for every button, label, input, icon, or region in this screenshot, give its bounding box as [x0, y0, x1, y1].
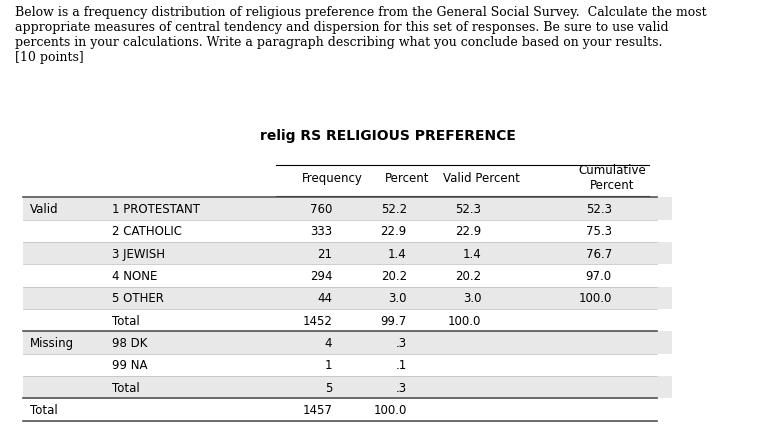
Text: 1 PROTESTANT: 1 PROTESTANT — [112, 203, 200, 215]
Text: 21: 21 — [317, 247, 333, 260]
Text: 1457: 1457 — [302, 403, 333, 416]
Text: 100.0: 100.0 — [578, 292, 612, 304]
Text: relig RS RELIGIOUS PREFERENCE: relig RS RELIGIOUS PREFERENCE — [260, 129, 516, 143]
Text: 22.9: 22.9 — [380, 225, 406, 238]
FancyBboxPatch shape — [23, 376, 671, 399]
Text: Total: Total — [30, 403, 58, 416]
Text: 52.3: 52.3 — [586, 203, 612, 215]
Text: .1: .1 — [396, 359, 406, 372]
Text: 98 DK: 98 DK — [112, 336, 148, 349]
Text: 333: 333 — [310, 225, 333, 238]
Text: 5: 5 — [325, 381, 333, 394]
Text: Valid Percent: Valid Percent — [443, 171, 520, 184]
Text: Missing: Missing — [30, 336, 75, 349]
FancyBboxPatch shape — [23, 332, 671, 354]
Text: 4 NONE: 4 NONE — [112, 269, 158, 283]
Text: 100.0: 100.0 — [448, 314, 481, 327]
Text: 1452: 1452 — [302, 314, 333, 327]
Text: 75.3: 75.3 — [586, 225, 612, 238]
Text: 22.9: 22.9 — [455, 225, 481, 238]
Text: 2 CATHOLIC: 2 CATHOLIC — [112, 225, 182, 238]
Text: 52.3: 52.3 — [455, 203, 481, 215]
Text: .3: .3 — [396, 336, 406, 349]
Text: 20.2: 20.2 — [455, 269, 481, 283]
Text: 20.2: 20.2 — [380, 269, 406, 283]
Text: 76.7: 76.7 — [586, 247, 612, 260]
FancyBboxPatch shape — [23, 198, 671, 220]
Text: 4: 4 — [325, 336, 333, 349]
Text: Valid: Valid — [30, 203, 59, 215]
Text: 1: 1 — [325, 359, 333, 372]
Text: 5 OTHER: 5 OTHER — [112, 292, 164, 304]
Text: .3: .3 — [396, 381, 406, 394]
Text: Frequency: Frequency — [302, 171, 362, 184]
Text: 760: 760 — [310, 203, 333, 215]
Text: Total: Total — [112, 314, 140, 327]
Text: 44: 44 — [317, 292, 333, 304]
Text: Cumulative
Percent: Cumulative Percent — [578, 164, 646, 192]
FancyBboxPatch shape — [23, 287, 671, 309]
FancyBboxPatch shape — [23, 243, 671, 265]
Text: 100.0: 100.0 — [374, 403, 406, 416]
Text: 99.7: 99.7 — [380, 314, 406, 327]
Text: 1.4: 1.4 — [463, 247, 481, 260]
Text: Percent: Percent — [384, 171, 429, 184]
Text: 3.0: 3.0 — [463, 292, 481, 304]
Text: 3.0: 3.0 — [388, 292, 406, 304]
Text: 294: 294 — [310, 269, 333, 283]
Text: 99 NA: 99 NA — [112, 359, 148, 372]
Text: 3 JEWISH: 3 JEWISH — [112, 247, 165, 260]
Text: Below is a frequency distribution of religious preference from the General Socia: Below is a frequency distribution of rel… — [15, 6, 707, 64]
Text: Total: Total — [112, 381, 140, 394]
Text: 52.2: 52.2 — [380, 203, 406, 215]
Text: 1.4: 1.4 — [388, 247, 406, 260]
Text: 97.0: 97.0 — [586, 269, 612, 283]
